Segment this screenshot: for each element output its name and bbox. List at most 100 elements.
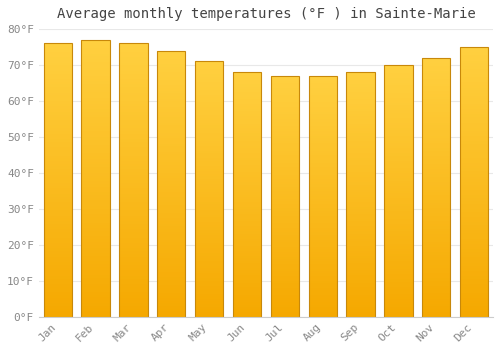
Bar: [157, 131, 186, 133]
Bar: [308, 268, 337, 271]
Bar: [195, 120, 224, 123]
Bar: [270, 162, 299, 165]
Bar: [422, 242, 450, 244]
Bar: [460, 112, 488, 114]
Bar: [82, 128, 110, 131]
Bar: [157, 232, 186, 234]
Bar: [308, 235, 337, 237]
Bar: [44, 93, 72, 96]
Bar: [460, 71, 488, 74]
Bar: [384, 148, 412, 150]
Bar: [422, 288, 450, 291]
Bar: [195, 276, 224, 279]
Bar: [119, 314, 148, 317]
Bar: [195, 304, 224, 307]
Bar: [82, 189, 110, 192]
Bar: [422, 58, 450, 317]
Bar: [195, 202, 224, 204]
Bar: [460, 287, 488, 290]
Bar: [308, 254, 337, 257]
Bar: [346, 180, 375, 182]
Bar: [422, 208, 450, 211]
Bar: [270, 187, 299, 189]
Bar: [44, 136, 72, 139]
Bar: [44, 259, 72, 262]
Bar: [308, 196, 337, 199]
Bar: [119, 268, 148, 270]
Bar: [346, 84, 375, 87]
Bar: [270, 100, 299, 102]
Bar: [384, 186, 412, 188]
Bar: [460, 109, 488, 112]
Bar: [384, 163, 412, 166]
Bar: [422, 107, 450, 110]
Bar: [195, 87, 224, 90]
Bar: [270, 276, 299, 278]
Bar: [119, 270, 148, 273]
Bar: [346, 177, 375, 180]
Bar: [346, 199, 375, 202]
Bar: [422, 193, 450, 195]
Bar: [195, 238, 224, 240]
Bar: [384, 234, 412, 236]
Bar: [384, 261, 412, 264]
Bar: [422, 117, 450, 120]
Bar: [44, 221, 72, 224]
Bar: [270, 136, 299, 139]
Bar: [422, 205, 450, 208]
Bar: [460, 263, 488, 266]
Bar: [82, 59, 110, 62]
Bar: [44, 155, 72, 158]
Bar: [119, 96, 148, 98]
Bar: [157, 229, 186, 232]
Bar: [384, 239, 412, 241]
Bar: [195, 245, 224, 248]
Bar: [384, 88, 412, 90]
Bar: [460, 133, 488, 136]
Bar: [82, 40, 110, 317]
Bar: [82, 275, 110, 278]
Bar: [233, 141, 261, 143]
Bar: [157, 88, 186, 91]
Bar: [44, 191, 72, 194]
Bar: [270, 148, 299, 150]
Bar: [233, 97, 261, 99]
Bar: [308, 172, 337, 175]
Bar: [82, 62, 110, 65]
Bar: [384, 80, 412, 83]
Bar: [460, 279, 488, 282]
Bar: [82, 65, 110, 68]
Bar: [422, 229, 450, 231]
Bar: [422, 148, 450, 151]
Bar: [157, 146, 186, 149]
Bar: [460, 144, 488, 147]
Bar: [44, 243, 72, 246]
Bar: [384, 297, 412, 299]
Bar: [308, 266, 337, 268]
Bar: [195, 161, 224, 163]
Bar: [44, 175, 72, 177]
Bar: [119, 150, 148, 153]
Bar: [44, 114, 72, 117]
Bar: [270, 117, 299, 119]
Bar: [44, 312, 72, 314]
Bar: [346, 222, 375, 224]
Bar: [384, 188, 412, 191]
Bar: [346, 182, 375, 185]
Bar: [233, 212, 261, 214]
Bar: [384, 131, 412, 133]
Bar: [384, 83, 412, 85]
Bar: [422, 81, 450, 84]
Bar: [119, 221, 148, 224]
Bar: [119, 172, 148, 175]
Bar: [233, 165, 261, 168]
Bar: [233, 170, 261, 173]
Bar: [44, 65, 72, 68]
Bar: [384, 224, 412, 226]
Bar: [157, 197, 186, 200]
Bar: [119, 82, 148, 84]
Bar: [44, 134, 72, 136]
Bar: [422, 312, 450, 314]
Bar: [422, 275, 450, 278]
Bar: [384, 196, 412, 198]
